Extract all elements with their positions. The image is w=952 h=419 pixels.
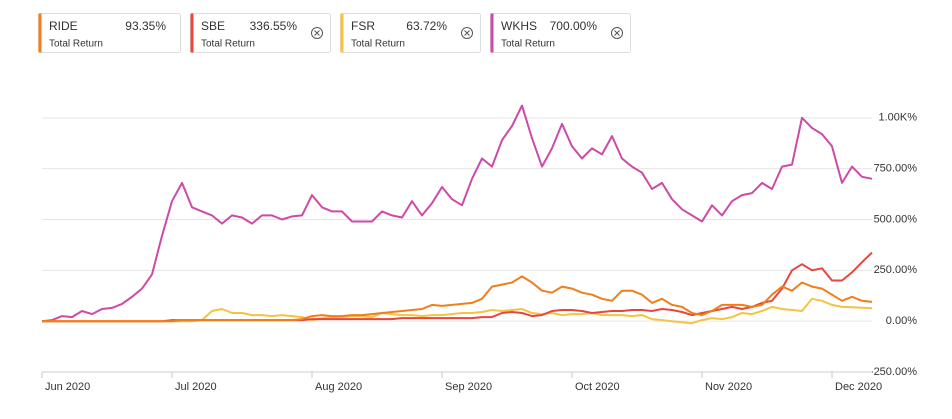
legend-swatch	[38, 13, 42, 53]
legend-caption: Total Return	[351, 39, 405, 50]
remove-icon-x	[314, 30, 320, 36]
y-tick-label: 1.00K%	[878, 112, 917, 124]
legend-swatch	[190, 13, 194, 53]
x-tick-label: Jun 2020	[45, 381, 90, 393]
x-tick-label: Aug 2020	[315, 381, 362, 393]
y-tick-label: 250.00%	[874, 264, 918, 276]
legend-value: 93.35%	[125, 19, 166, 33]
x-tick-label: Nov 2020	[705, 381, 752, 393]
remove-icon-x	[464, 30, 470, 36]
line-series	[42, 297, 873, 325]
legend-swatch	[490, 13, 494, 53]
legend-caption: Total Return	[201, 39, 255, 50]
legend-caption: Total Return	[49, 39, 103, 50]
remove-icon-x	[614, 30, 620, 36]
legend-name: WKHS	[501, 19, 537, 33]
x-tick-label: Dec 2020	[835, 381, 882, 393]
legend-value: 700.00%	[550, 19, 598, 33]
line-series	[42, 251, 873, 323]
legend-name: SBE	[201, 19, 225, 33]
legend-swatch	[340, 13, 344, 53]
legend-name: FSR	[351, 19, 375, 33]
y-tick-label: 750.00%	[874, 163, 918, 175]
y-tick-label: 500.00%	[874, 213, 918, 225]
x-tick-label: Jul 2020	[175, 381, 217, 393]
x-tick-label: Sep 2020	[445, 381, 492, 393]
legend-value: 63.72%	[406, 19, 447, 33]
line-series	[42, 275, 873, 323]
legend-name: RIDE	[49, 19, 78, 33]
legend-value: 336.55%	[250, 19, 298, 33]
line-series	[41, 104, 873, 323]
x-tick-label: Oct 2020	[575, 381, 620, 393]
y-tick-label: 0.00%	[886, 315, 917, 327]
y-tick-label: -250.00%	[870, 366, 917, 378]
legend-caption: Total Return	[501, 39, 555, 50]
